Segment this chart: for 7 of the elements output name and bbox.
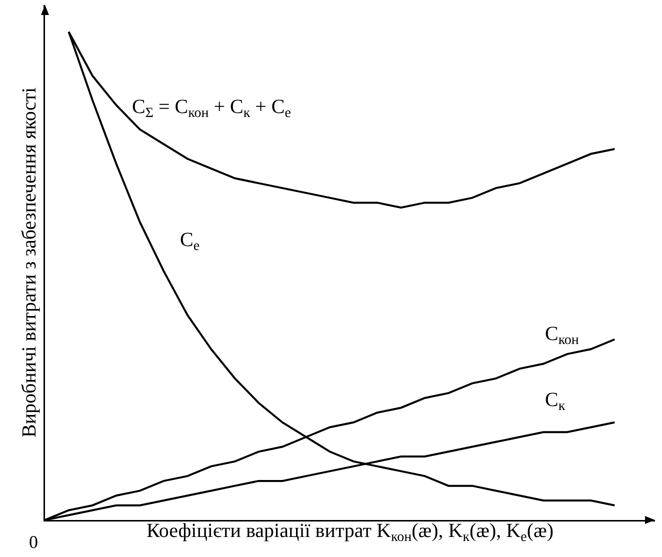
series-label: C$_{Σ}$ = C$_{кон}$ + C$_{к}$ + C$_{е}$	[132, 96, 291, 122]
series-label: C$_{е}$	[180, 229, 200, 254]
x-axis-title: Коефіцієти варіації витрат K$_{кон}$(æ), K$_{к}$(æ), K$_{е}$(æ)	[146, 520, 554, 545]
text: 0	[29, 532, 38, 552]
y-axis-title: Виробничі витрати з забезпечення якості	[18, 87, 40, 438]
series-label: C$_{к}$	[545, 389, 566, 414]
series-label: C$_{кон}$	[545, 323, 580, 348]
